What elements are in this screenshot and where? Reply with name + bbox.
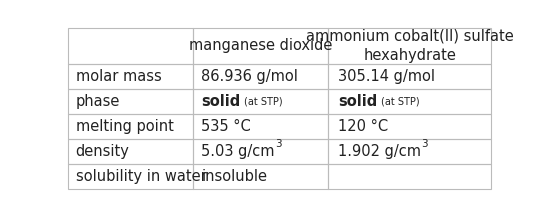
Bar [193,114,329,139]
Bar [193,89,329,114]
Text: 3: 3 [422,139,428,149]
Bar [68,139,193,164]
Bar [193,164,329,189]
Bar [68,28,193,64]
Bar [329,114,491,139]
Text: molar mass: molar mass [76,69,162,84]
Bar [329,139,491,164]
Text: density: density [76,144,129,159]
Bar [68,89,193,114]
Text: ammonium cobalt(II) sulfate
hexahydrate: ammonium cobalt(II) sulfate hexahydrate [306,29,514,63]
Bar [193,139,329,164]
Bar [329,89,491,114]
Text: 535 °C: 535 °C [201,119,251,134]
Bar [329,28,491,64]
Bar [193,64,329,89]
Bar [329,64,491,89]
Text: 5.03 g/cm: 5.03 g/cm [201,144,275,159]
Text: (at STP): (at STP) [244,96,282,106]
Bar [68,64,193,89]
Text: manganese dioxide: manganese dioxide [189,38,333,53]
Bar [68,114,193,139]
Text: solubility in water: solubility in water [76,169,206,184]
Text: solid: solid [339,94,377,109]
Text: melting point: melting point [76,119,174,134]
Text: (at STP): (at STP) [381,96,419,106]
Bar [329,164,491,189]
Text: 305.14 g/mol: 305.14 g/mol [339,69,435,84]
Text: 120 °C: 120 °C [339,119,388,134]
Bar [193,28,329,64]
Text: insoluble: insoluble [201,169,267,184]
Text: 3: 3 [275,139,281,149]
Text: 1.902 g/cm: 1.902 g/cm [339,144,422,159]
Text: solid: solid [201,94,240,109]
Text: phase: phase [76,94,120,109]
Bar [68,164,193,189]
Text: 86.936 g/mol: 86.936 g/mol [201,69,298,84]
